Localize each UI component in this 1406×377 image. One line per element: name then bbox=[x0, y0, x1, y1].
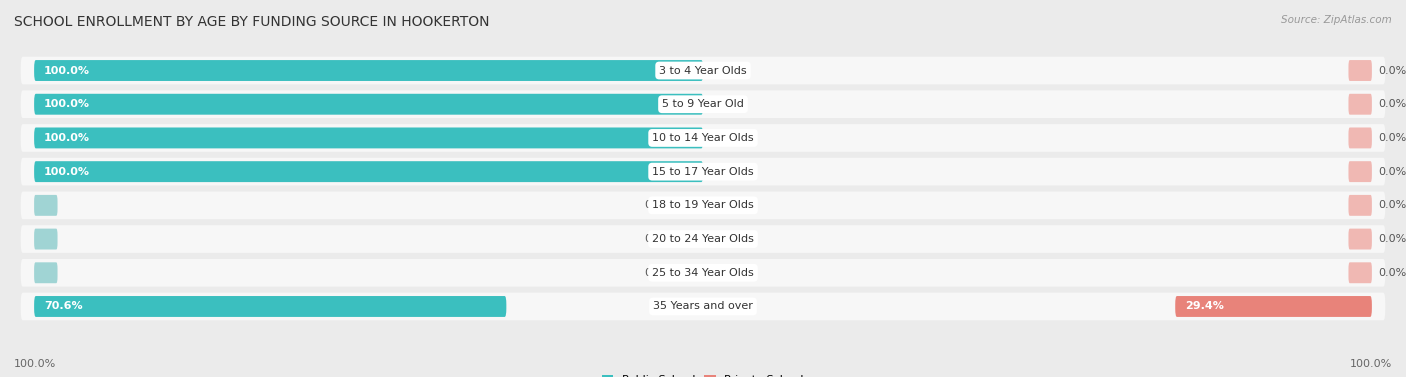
Text: 100.0%: 100.0% bbox=[44, 66, 90, 75]
FancyBboxPatch shape bbox=[34, 296, 506, 317]
Text: 20 to 24 Year Olds: 20 to 24 Year Olds bbox=[652, 234, 754, 244]
Text: 18 to 19 Year Olds: 18 to 19 Year Olds bbox=[652, 200, 754, 210]
FancyBboxPatch shape bbox=[21, 192, 1385, 219]
FancyBboxPatch shape bbox=[21, 124, 1385, 152]
FancyBboxPatch shape bbox=[21, 225, 1385, 253]
FancyBboxPatch shape bbox=[1348, 228, 1372, 250]
FancyBboxPatch shape bbox=[1175, 296, 1372, 317]
Text: 0.0%: 0.0% bbox=[1378, 99, 1406, 109]
FancyBboxPatch shape bbox=[21, 57, 1385, 84]
FancyBboxPatch shape bbox=[34, 60, 703, 81]
FancyBboxPatch shape bbox=[21, 259, 1385, 287]
Text: 5 to 9 Year Old: 5 to 9 Year Old bbox=[662, 99, 744, 109]
Legend: Public School, Private School: Public School, Private School bbox=[598, 370, 808, 377]
Text: 0.0%: 0.0% bbox=[1378, 200, 1406, 210]
FancyBboxPatch shape bbox=[1348, 161, 1372, 182]
FancyBboxPatch shape bbox=[34, 228, 58, 250]
Text: 100.0%: 100.0% bbox=[44, 99, 90, 109]
Text: 25 to 34 Year Olds: 25 to 34 Year Olds bbox=[652, 268, 754, 278]
FancyBboxPatch shape bbox=[34, 195, 58, 216]
FancyBboxPatch shape bbox=[1348, 60, 1372, 81]
FancyBboxPatch shape bbox=[21, 158, 1385, 185]
FancyBboxPatch shape bbox=[1348, 262, 1372, 283]
FancyBboxPatch shape bbox=[34, 262, 58, 283]
Text: 100.0%: 100.0% bbox=[14, 359, 56, 369]
FancyBboxPatch shape bbox=[34, 127, 703, 149]
Text: 3 to 4 Year Olds: 3 to 4 Year Olds bbox=[659, 66, 747, 75]
Text: 100.0%: 100.0% bbox=[44, 133, 90, 143]
Text: Source: ZipAtlas.com: Source: ZipAtlas.com bbox=[1281, 15, 1392, 25]
Text: 0.0%: 0.0% bbox=[1378, 167, 1406, 177]
Text: 0.0%: 0.0% bbox=[1378, 133, 1406, 143]
Text: 29.4%: 29.4% bbox=[1185, 302, 1225, 311]
Text: 35 Years and over: 35 Years and over bbox=[652, 302, 754, 311]
Text: 0.0%: 0.0% bbox=[644, 268, 673, 278]
FancyBboxPatch shape bbox=[34, 161, 703, 182]
FancyBboxPatch shape bbox=[1348, 127, 1372, 149]
Text: 100.0%: 100.0% bbox=[1350, 359, 1392, 369]
FancyBboxPatch shape bbox=[21, 90, 1385, 118]
FancyBboxPatch shape bbox=[21, 293, 1385, 320]
Text: 0.0%: 0.0% bbox=[644, 200, 673, 210]
Text: SCHOOL ENROLLMENT BY AGE BY FUNDING SOURCE IN HOOKERTON: SCHOOL ENROLLMENT BY AGE BY FUNDING SOUR… bbox=[14, 15, 489, 29]
Text: 70.6%: 70.6% bbox=[44, 302, 83, 311]
Text: 0.0%: 0.0% bbox=[1378, 268, 1406, 278]
FancyBboxPatch shape bbox=[34, 94, 703, 115]
Text: 0.0%: 0.0% bbox=[1378, 234, 1406, 244]
Text: 10 to 14 Year Olds: 10 to 14 Year Olds bbox=[652, 133, 754, 143]
Text: 0.0%: 0.0% bbox=[1378, 66, 1406, 75]
Text: 15 to 17 Year Olds: 15 to 17 Year Olds bbox=[652, 167, 754, 177]
Text: 0.0%: 0.0% bbox=[644, 234, 673, 244]
Text: 100.0%: 100.0% bbox=[44, 167, 90, 177]
FancyBboxPatch shape bbox=[1348, 94, 1372, 115]
FancyBboxPatch shape bbox=[1348, 195, 1372, 216]
